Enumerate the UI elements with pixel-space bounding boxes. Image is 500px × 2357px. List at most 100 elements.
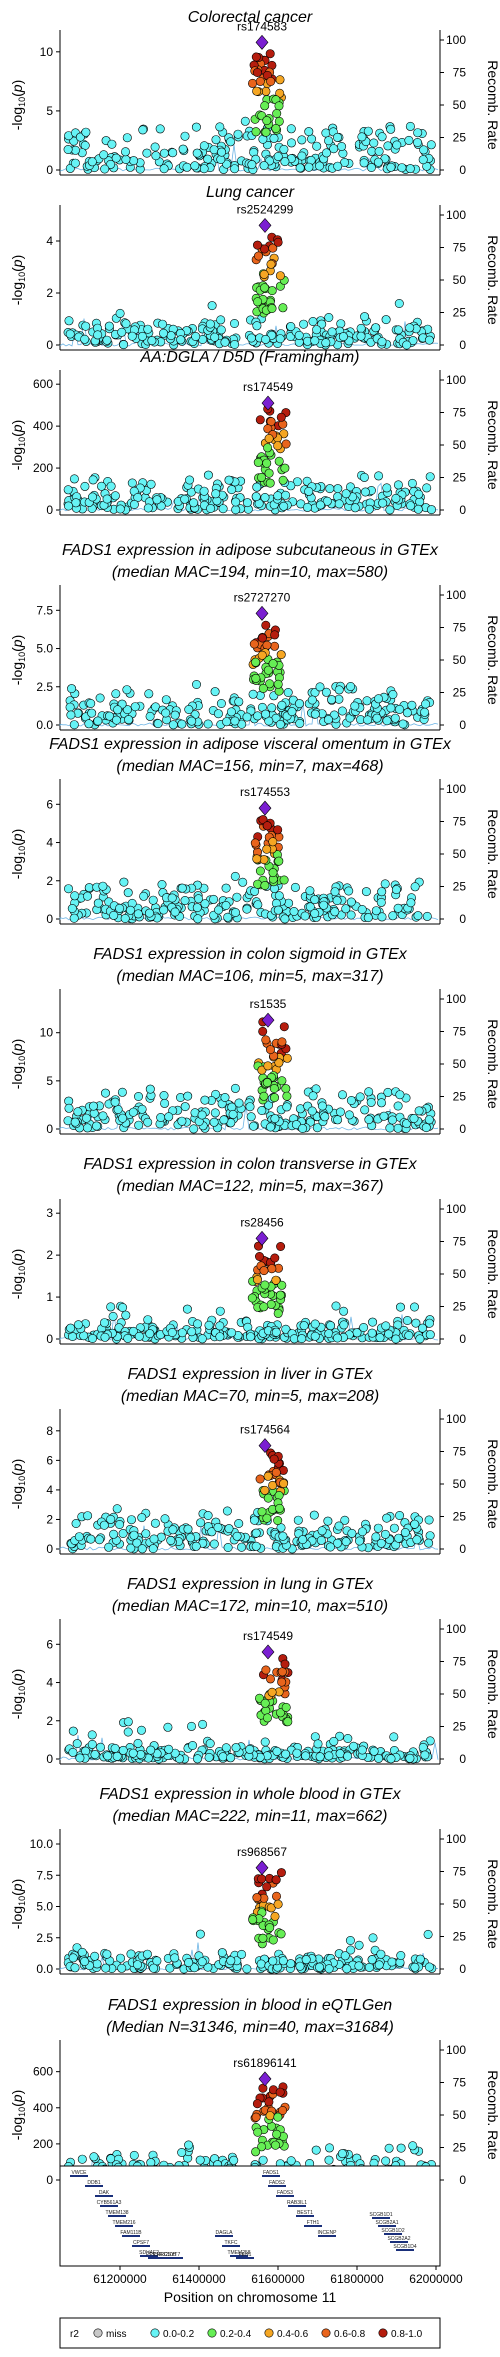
recomb-tick-label: 100 — [446, 208, 466, 222]
snp-point — [350, 701, 360, 711]
snp-point — [315, 1752, 325, 1762]
snp-point — [273, 237, 283, 247]
lead-snp-marker — [258, 217, 272, 233]
snp-point — [139, 891, 149, 901]
snp-point — [149, 1963, 159, 1973]
snp-point — [346, 897, 356, 907]
lead-snp-label: rs1535 — [250, 997, 287, 1011]
lead-snp-label: rs174549 — [243, 1629, 293, 1643]
snp-point — [167, 1328, 177, 1338]
snp-point — [123, 1333, 133, 1343]
snp-point — [273, 491, 283, 501]
snp-point — [258, 683, 268, 693]
snp-point — [392, 140, 402, 150]
legend-label: 0.8-1.0 — [391, 2329, 423, 2340]
panel-title: (median MAC=194, min=10, max=580) — [112, 564, 388, 581]
snp-point — [206, 503, 216, 513]
x-tick-label: 61600000 — [251, 2272, 305, 2286]
snp-point — [346, 1096, 356, 1106]
snp-point — [215, 1332, 225, 1342]
snp-point — [230, 164, 240, 174]
snp-point — [237, 1542, 247, 1552]
snp-point — [276, 1929, 286, 1939]
snp-point — [304, 486, 314, 496]
snp-point — [360, 1105, 370, 1115]
snp-point — [261, 1665, 271, 1675]
snp-point — [426, 140, 436, 150]
snp-point — [242, 904, 252, 914]
legend-label: 0.2-0.4 — [220, 2329, 252, 2340]
snp-point — [354, 1536, 364, 1546]
snp-point — [256, 1959, 266, 1969]
snp-point — [191, 122, 201, 132]
lead-snp-label: rs2727270 — [234, 590, 291, 604]
y-tick-label: 0 — [46, 1122, 53, 1136]
snp-point — [155, 124, 165, 134]
snp-point — [424, 1515, 434, 1525]
snp-point — [329, 710, 339, 720]
snp-point — [203, 1511, 213, 1521]
y-tick-label: 5 — [46, 104, 53, 118]
snp-point — [419, 145, 429, 155]
snp-point — [87, 1730, 97, 1740]
snp-point — [229, 2155, 239, 2165]
snp-point — [256, 472, 266, 482]
snp-point — [329, 144, 339, 154]
snp-point — [166, 1536, 176, 1546]
lead-snp-label: rs968567 — [237, 1845, 287, 1859]
snp-point — [93, 330, 103, 340]
snp-point — [295, 718, 305, 728]
snp-point — [255, 76, 265, 86]
snp-point — [262, 821, 272, 831]
snp-point — [273, 905, 283, 915]
snp-point — [395, 1511, 405, 1521]
snp-point — [344, 886, 354, 896]
snp-point — [360, 487, 370, 497]
snp-point — [142, 1949, 152, 1959]
recomb-tick-label: 50 — [453, 273, 467, 287]
snp-point — [195, 2155, 205, 2165]
snp-point — [259, 1302, 269, 1312]
snp-point — [70, 891, 80, 901]
snp-point — [253, 900, 263, 910]
snp-point — [402, 1119, 412, 1129]
y-tick-label: 200 — [33, 461, 53, 475]
snp-point — [386, 703, 396, 713]
snp-point — [232, 1531, 242, 1541]
recomb-tick-label: 75 — [453, 1025, 467, 1039]
snp-point — [282, 1102, 292, 1112]
snp-point — [186, 1533, 196, 1543]
snp-point — [159, 905, 169, 915]
snp-point — [217, 147, 227, 157]
snp-point — [112, 1504, 122, 1514]
snp-point — [122, 133, 132, 143]
snp-point — [161, 695, 171, 705]
y-tick-label: 0 — [46, 503, 53, 517]
snp-point — [156, 501, 166, 511]
snp-point — [262, 1713, 272, 1723]
snp-point — [313, 1739, 323, 1749]
snp-point — [274, 101, 284, 111]
snp-point — [191, 1541, 201, 1551]
snp-point — [130, 702, 140, 712]
snp-point — [332, 132, 342, 142]
snp-point — [96, 1742, 106, 1752]
y-tick-label: 8 — [46, 1424, 53, 1438]
gene-name: RAB3IL1 — [287, 2200, 307, 2206]
snp-point — [394, 1533, 404, 1543]
recomb-tick-label: 100 — [446, 2043, 466, 2057]
recomb-tick-label: 0 — [459, 1752, 466, 1766]
snp-point — [259, 283, 269, 293]
snp-point — [364, 1115, 374, 1125]
snp-point — [406, 501, 416, 511]
snp-point — [372, 713, 382, 723]
snp-point — [146, 1745, 156, 1755]
snp-point — [115, 308, 125, 318]
recomb-tick-label: 100 — [446, 33, 466, 47]
snp-point — [390, 713, 400, 723]
snp-point — [257, 633, 267, 643]
snp-point — [367, 1328, 377, 1338]
snp-point — [101, 1963, 111, 1973]
lead-snp-label: rs61896141 — [233, 2056, 297, 2070]
snp-point — [408, 2141, 418, 2151]
